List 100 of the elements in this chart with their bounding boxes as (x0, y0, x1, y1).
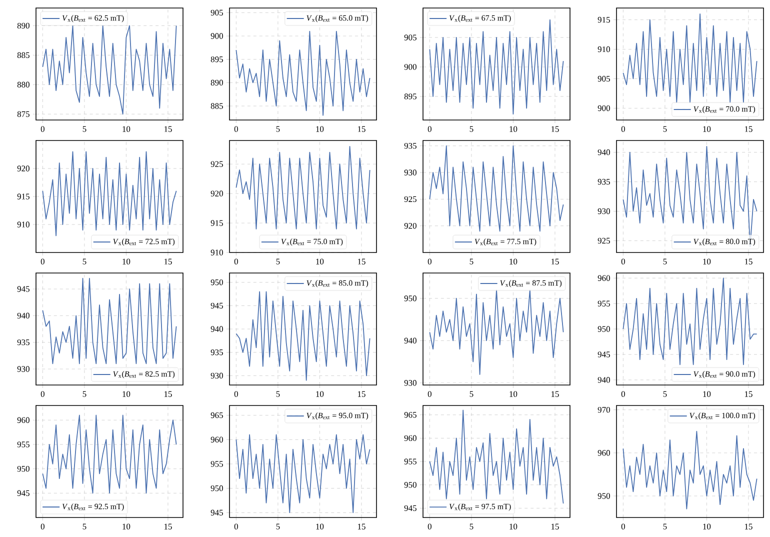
x-tick-label: 5 (82, 391, 86, 397)
y-tick-label: 950 (210, 279, 223, 286)
x-tick-label: 10 (122, 524, 130, 530)
x-tick-label: 15 (164, 524, 172, 530)
line-series (622, 278, 758, 366)
y-tick-label: 960 (598, 275, 610, 281)
x-tick-label: 0 (234, 258, 238, 264)
y-tick-label: 950 (598, 493, 610, 499)
y-tick-label: 960 (598, 450, 610, 456)
x-tick-label: 5 (82, 126, 86, 132)
y-tick-label: 965 (404, 412, 416, 418)
x-tick-label: 5 (276, 126, 280, 132)
x-tick-label: 10 (316, 391, 324, 397)
y-tick-label: 960 (210, 436, 223, 442)
y-tick-label: 885 (17, 52, 30, 58)
x-tick-label: 0 (234, 126, 238, 132)
y-tick-label: 940 (598, 149, 610, 156)
x-tick-label: 5 (276, 524, 280, 530)
line-series (429, 410, 564, 504)
legend-label: V$_{x}$(B$_{ext}$ = 77.5 mT) (474, 238, 536, 246)
legend-label: V$_{x}$(B$_{ext}$ = 75.0 mT) (281, 238, 343, 246)
x-tick-label: 15 (358, 258, 366, 264)
legend-label: V$_{x}$(B$_{ext}$ = 67.5 mT) (449, 15, 511, 22)
legend-label: V$_{x}$(B$_{ext}$ = 97.5 mT) (449, 504, 511, 511)
y-tick-label: 940 (598, 377, 610, 383)
x-tick-label: 15 (744, 258, 752, 264)
x-tick-label: 15 (551, 391, 559, 397)
y-tick-label: 935 (598, 178, 610, 185)
x-tick-label: 15 (358, 126, 366, 132)
legend-label: V$_{x}$(B$_{ext}$ = 100.0 mT) (690, 412, 756, 420)
y-tick-label: 915 (17, 194, 30, 200)
y-tick-label: 965 (210, 412, 223, 418)
x-tick-label: 15 (744, 391, 752, 397)
y-tick-label: 895 (404, 94, 416, 100)
x-tick-label: 0 (428, 258, 432, 264)
y-tick-label: 935 (210, 349, 223, 356)
y-tick-label: 890 (17, 22, 30, 29)
y-tick-label: 940 (210, 326, 223, 332)
line-series (42, 151, 177, 236)
line-series (622, 430, 758, 510)
x-tick-label: 5 (470, 126, 474, 132)
line-series (42, 25, 177, 115)
legend-label: V$_{x}$(B$_{ext}$ = 90.0 mT) (694, 371, 756, 378)
legend-label: V$_{x}$(B$_{ext}$ = 70.0 mT) (694, 106, 756, 114)
y-tick-label: 910 (210, 250, 223, 256)
y-tick-label: 945 (17, 286, 30, 292)
x-tick-label: 0 (40, 391, 44, 397)
x-tick-label: 15 (744, 126, 752, 132)
line-series (42, 278, 177, 364)
legend-label: V$_{x}$(B$_{ext}$ = 87.5 mT) (500, 280, 562, 288)
x-tick-label: 10 (510, 391, 518, 397)
x-tick-label: 0 (234, 524, 238, 530)
line-series (236, 30, 370, 116)
y-tick-label: 930 (404, 170, 416, 176)
legend-label: V$_{x}$(B$_{ext}$ = 82.5 mT) (113, 371, 175, 378)
y-tick-label: 955 (17, 442, 30, 448)
x-tick-label: 5 (82, 524, 86, 530)
x-tick-label: 5 (663, 391, 667, 397)
y-tick-label: 875 (17, 111, 30, 117)
line-series (42, 414, 177, 494)
x-tick-label: 10 (316, 126, 324, 132)
y-tick-label: 915 (210, 220, 223, 226)
x-tick-label: 0 (40, 126, 44, 132)
y-tick-label: 910 (17, 222, 30, 228)
x-tick-label: 5 (82, 258, 86, 264)
y-tick-label: 880 (17, 82, 30, 88)
x-tick-label: 15 (551, 126, 559, 132)
x-tick-label: 0 (621, 126, 625, 132)
y-tick-label: 910 (598, 46, 610, 52)
x-tick-label: 0 (621, 524, 625, 530)
x-tick-label: 10 (122, 126, 130, 132)
y-tick-label: 885 (210, 103, 223, 109)
y-tick-label: 950 (404, 295, 416, 302)
y-tick-label: 970 (598, 406, 610, 413)
y-tick-label: 895 (210, 56, 223, 62)
x-tick-label: 5 (276, 391, 280, 397)
x-tick-label: 10 (122, 258, 130, 264)
x-tick-label: 15 (164, 391, 172, 397)
y-tick-label: 890 (210, 80, 223, 86)
y-tick-label: 945 (210, 510, 223, 516)
y-tick-label: 915 (598, 16, 610, 23)
x-tick-label: 10 (122, 391, 130, 397)
x-tick-label: 5 (663, 126, 667, 132)
x-tick-label: 10 (510, 524, 518, 530)
y-tick-label: 905 (598, 76, 610, 82)
x-tick-label: 15 (164, 258, 172, 264)
x-tick-label: 15 (744, 524, 752, 530)
y-tick-label: 945 (598, 352, 610, 358)
x-tick-label: 10 (703, 524, 711, 530)
legend-label: V$_{x}$(B$_{ext}$ = 62.5 mT) (62, 15, 124, 22)
x-tick-label: 0 (428, 391, 432, 397)
y-tick-label: 920 (404, 222, 416, 229)
line-series (236, 146, 370, 230)
y-tick-label: 930 (17, 366, 30, 372)
x-tick-label: 15 (358, 524, 366, 530)
y-tick-label: 945 (404, 505, 416, 512)
x-tick-label: 10 (703, 258, 711, 264)
legend-label: V$_{x}$(B$_{ext}$ = 85.0 mT) (306, 280, 368, 288)
y-tick-label: 930 (404, 380, 416, 386)
x-tick-label: 0 (428, 524, 432, 530)
